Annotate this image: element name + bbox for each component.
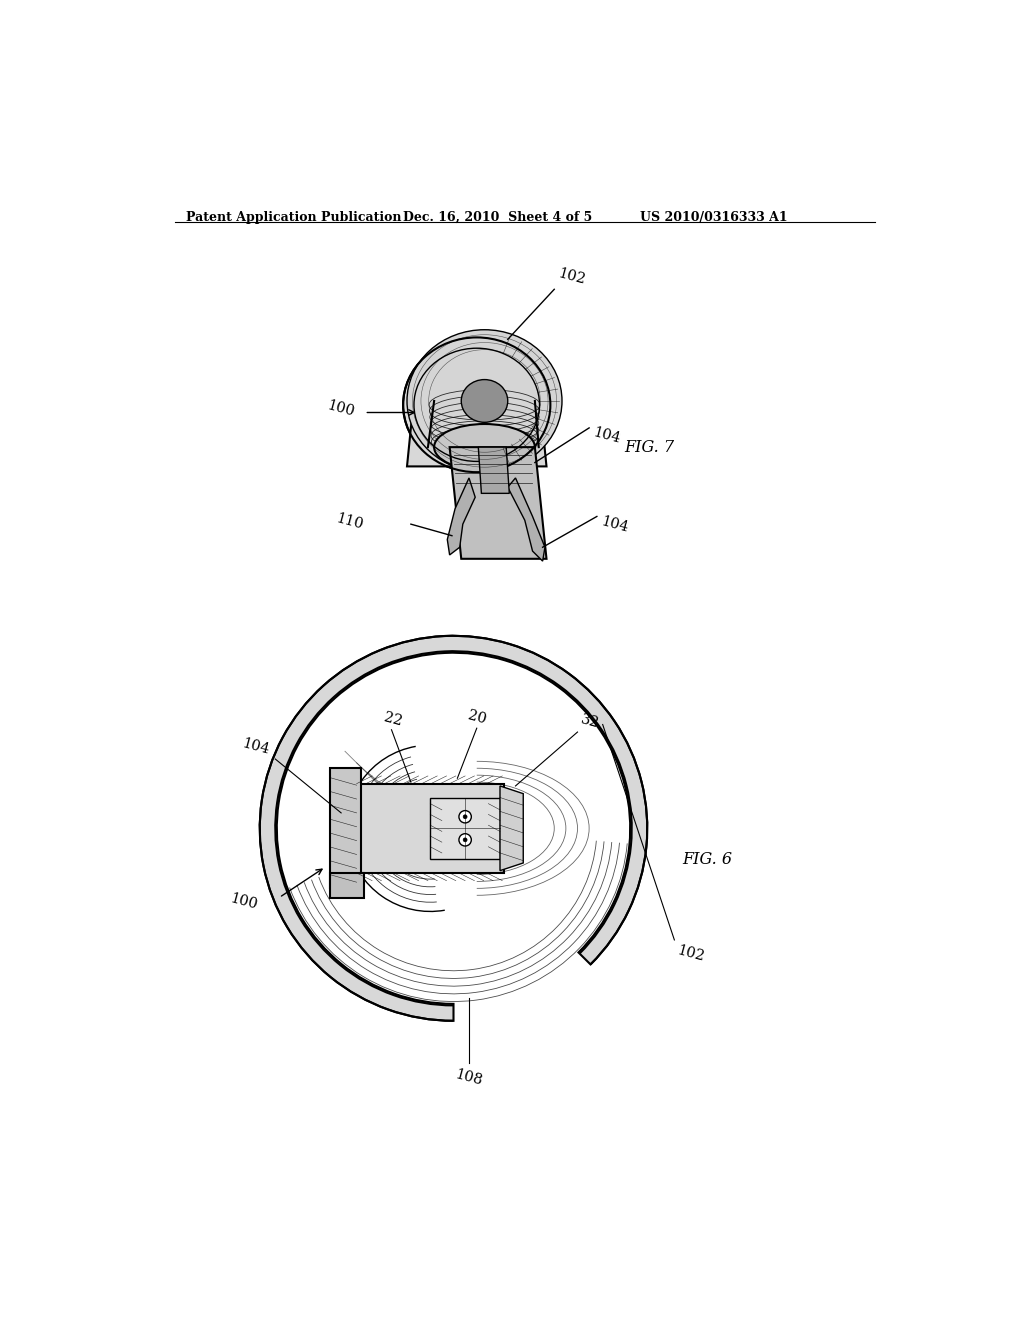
Text: 104: 104 bbox=[599, 515, 630, 535]
Text: 110: 110 bbox=[334, 512, 365, 532]
Bar bbox=[356, 784, 504, 873]
Text: Patent Application Publication: Patent Application Publication bbox=[186, 211, 401, 224]
Text: 104: 104 bbox=[592, 425, 622, 446]
Polygon shape bbox=[500, 785, 523, 871]
Ellipse shape bbox=[415, 348, 539, 461]
Polygon shape bbox=[508, 478, 545, 561]
Polygon shape bbox=[478, 447, 509, 494]
Polygon shape bbox=[447, 478, 475, 554]
Circle shape bbox=[459, 834, 471, 846]
Polygon shape bbox=[330, 873, 365, 898]
Bar bbox=[430, 797, 500, 859]
Text: FIG. 7: FIG. 7 bbox=[624, 438, 674, 455]
Ellipse shape bbox=[411, 364, 550, 414]
Bar bbox=[330, 768, 360, 888]
Text: 104: 104 bbox=[241, 737, 271, 758]
Text: 102: 102 bbox=[557, 267, 587, 286]
Ellipse shape bbox=[403, 338, 550, 473]
Ellipse shape bbox=[407, 330, 562, 473]
Text: 20: 20 bbox=[466, 709, 487, 726]
Circle shape bbox=[463, 814, 467, 818]
Polygon shape bbox=[450, 447, 547, 558]
Text: FIG. 6: FIG. 6 bbox=[682, 850, 732, 867]
Wedge shape bbox=[260, 636, 647, 1020]
Text: 102: 102 bbox=[676, 944, 707, 965]
Text: 32: 32 bbox=[579, 713, 601, 730]
Circle shape bbox=[459, 810, 471, 822]
Circle shape bbox=[463, 838, 467, 842]
Polygon shape bbox=[407, 389, 547, 466]
Text: 100: 100 bbox=[228, 891, 259, 912]
Text: US 2010/0316333 A1: US 2010/0316333 A1 bbox=[640, 211, 787, 224]
Text: 100: 100 bbox=[326, 399, 356, 418]
Text: 108: 108 bbox=[454, 1068, 484, 1089]
Ellipse shape bbox=[434, 424, 535, 470]
Text: 22: 22 bbox=[382, 710, 403, 729]
Ellipse shape bbox=[461, 380, 508, 422]
Text: Dec. 16, 2010  Sheet 4 of 5: Dec. 16, 2010 Sheet 4 of 5 bbox=[403, 211, 592, 224]
